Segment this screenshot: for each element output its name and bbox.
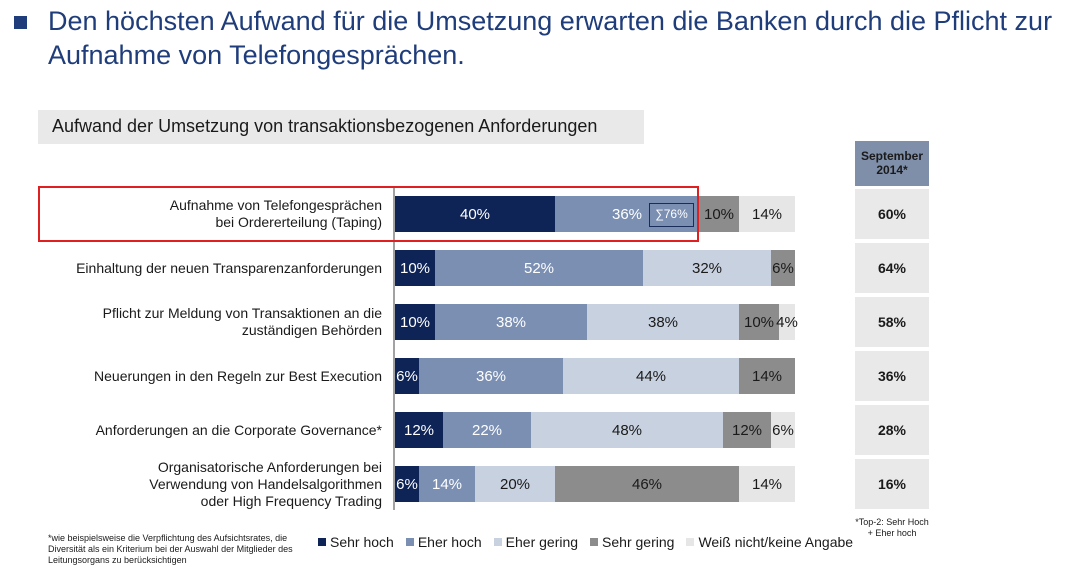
bar-value-label: 36%: [612, 206, 642, 223]
bar-value-label: 32%: [692, 260, 722, 277]
bar-value-label: 6%: [772, 260, 794, 277]
bar-segment: [555, 466, 739, 502]
category-label: Neuerungen in den Regeln zur Best Execut…: [94, 367, 382, 384]
side-column-value: 58%: [855, 297, 929, 347]
bar-segment: [395, 250, 435, 286]
legend-label: Sehr gering: [602, 534, 675, 550]
bar-segment: [739, 304, 779, 340]
bar-segment: [723, 412, 771, 448]
side-column-value: 16%: [855, 459, 929, 509]
category-label: Einhaltung der neuen Transparenzanforder…: [76, 259, 382, 276]
category-label: Aufnahme von Telefongesprächen bei Ordere…: [169, 197, 382, 230]
bar-value-label: 22%: [472, 422, 502, 439]
legend-label: Weiß nicht/keine Angabe: [698, 534, 854, 550]
category-label: Anforderungen an die Corporate Governanc…: [95, 421, 382, 438]
side-column-note: *Top-2: Sehr Hoch + Eher hoch: [855, 517, 929, 538]
bar-segment: [531, 412, 723, 448]
bar-value-label: 6%: [396, 476, 418, 493]
legend-swatch: [318, 538, 326, 546]
bar-value-label: 46%: [632, 476, 662, 493]
bar-segment: [771, 412, 795, 448]
legend-label: Eher gering: [505, 534, 579, 550]
bar-segment: [771, 250, 795, 286]
bar-value-label: 10%: [704, 206, 734, 223]
legend-item: Weiß nicht/keine Angabe: [686, 534, 853, 550]
bar-segment: [395, 304, 435, 340]
bar-value-label: 12%: [404, 422, 434, 439]
chart-title: Aufwand der Umsetzung von transaktionsbe…: [52, 116, 598, 136]
bar-segment: [419, 358, 563, 394]
bar-value-label: 48%: [612, 422, 642, 439]
bar-value-label: 38%: [496, 314, 526, 331]
bar-segment: [395, 196, 555, 232]
footnote: *wie beispielsweise die Verpflichtung de…: [48, 533, 293, 565]
bar-value-label: 4%: [776, 314, 798, 331]
bar-segment: [739, 466, 795, 502]
legend-swatch: [590, 538, 599, 546]
legend-swatch: [686, 538, 695, 546]
legend-swatch: [493, 538, 502, 546]
sum-annotation: ∑76%: [649, 203, 694, 227]
bar-segment: [699, 196, 739, 232]
side-column-header: September 2014*: [855, 141, 929, 186]
bar-value-label: 14%: [752, 368, 782, 385]
legend-swatch: [405, 538, 414, 546]
chart-legend: Sehr hoch Eher hoch Eher gering Sehr gering…: [318, 533, 865, 551]
bar-segment: [643, 250, 771, 286]
highlight-box: [38, 186, 699, 242]
bar-segment: [435, 304, 587, 340]
bar-segment: [395, 466, 419, 502]
bar-segment: [587, 304, 739, 340]
bar-value-label: 10%: [400, 314, 430, 331]
legend-label: Eher hoch: [417, 534, 482, 550]
legend-label: Sehr hoch: [330, 534, 394, 550]
bar-value-label: 52%: [524, 260, 554, 277]
bar-value-label: 10%: [400, 260, 430, 277]
bar-segment: [395, 412, 443, 448]
bar-value-label: 38%: [648, 314, 678, 331]
bar-segment: [779, 304, 795, 340]
side-column-value: 28%: [855, 405, 929, 455]
page-title: Den höchsten Aufwand für die Umsetzung e…: [48, 6, 1053, 70]
legend-item: Sehr hoch: [318, 534, 394, 550]
side-column-value: 60%: [855, 189, 929, 239]
legend-item: Eher hoch: [405, 534, 482, 550]
bar-value-label: 44%: [636, 368, 666, 385]
bar-value-label: 14%: [752, 206, 782, 223]
bar-segment: [475, 466, 555, 502]
category-label: Organisatorische Anforderungen bei Verwen…: [149, 458, 382, 509]
legend-item: Sehr gering: [590, 534, 674, 550]
bar-value-label: 6%: [396, 368, 418, 385]
bar-segment: [395, 358, 419, 394]
bar-segment: [739, 358, 795, 394]
category-label: Pflicht zur Meldung von Transaktionen an…: [102, 305, 382, 338]
bar-segment: [739, 196, 795, 232]
legend-item: Eher gering: [493, 534, 579, 550]
bar-value-label: 36%: [476, 368, 506, 385]
side-column-value: 64%: [855, 243, 929, 293]
bar-value-label: 12%: [732, 422, 762, 439]
bar-value-label: 14%: [752, 476, 782, 493]
bar-segment: [419, 466, 475, 502]
bar-value-label: 6%: [772, 422, 794, 439]
side-column-value: 36%: [855, 351, 929, 401]
bar-segment: [563, 358, 739, 394]
bar-value-label: 14%: [432, 476, 462, 493]
bar-value-label: 20%: [500, 476, 530, 493]
title-bullet: [14, 16, 27, 29]
bar-segment: [435, 250, 643, 286]
bar-segment: [443, 412, 531, 448]
chart-title-box: [38, 110, 644, 144]
bar-value-label: 10%: [744, 314, 774, 331]
bar-value-label: 40%: [460, 206, 490, 223]
